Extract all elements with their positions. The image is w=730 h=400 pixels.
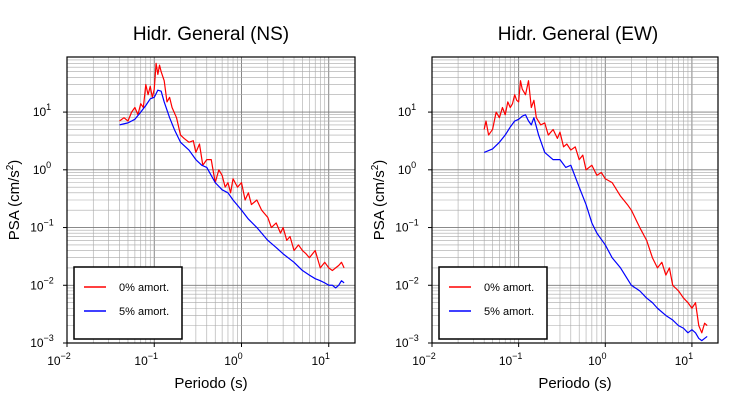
legend-box <box>73 266 183 340</box>
tick-exponent: −1 <box>44 218 54 228</box>
tick-exponent: −2 <box>409 275 419 285</box>
tick-base: 10 <box>33 163 47 177</box>
tick-base: 10 <box>395 336 409 350</box>
plot-frame <box>431 56 719 344</box>
tick-exponent: 1 <box>46 102 51 112</box>
x-tick-label: 10−1 <box>134 351 158 368</box>
tick-base: 10 <box>312 354 326 368</box>
tick-base: 10 <box>395 221 409 235</box>
x-tick-label: 100 <box>224 351 242 368</box>
series-line-undamped <box>483 80 708 334</box>
y-label-main: PSA (cm/s <box>6 170 23 240</box>
tick-base: 10 <box>30 336 44 350</box>
y-tick-label: 10−1 <box>395 218 419 235</box>
legend: 0% amort. 5% amort. <box>73 266 183 340</box>
x-tick-label: 101 <box>675 351 693 368</box>
x-axis-label: Periodo (s) <box>174 375 247 392</box>
y-tick-label: 10−3 <box>30 333 54 350</box>
tick-exponent: 0 <box>601 351 606 361</box>
y-label-superscript: 2 <box>5 164 16 170</box>
tick-exponent: −3 <box>44 333 54 343</box>
tick-exponent: −1 <box>148 351 158 361</box>
y-axis-label: PSA (cm/s2) <box>370 160 388 241</box>
x-axis-label: Periodo (s) <box>538 375 611 392</box>
tick-exponent: −1 <box>409 218 419 228</box>
y-tick-label: 101 <box>33 102 51 119</box>
legend-label-undamped: 0% amort. <box>119 282 169 294</box>
y-label-close: ) <box>371 160 388 165</box>
tick-base: 10 <box>588 354 602 368</box>
y-tick-label: 10−3 <box>395 333 419 350</box>
tick-base: 10 <box>224 354 238 368</box>
y-tick-label: 101 <box>398 102 416 119</box>
series-line-undamped <box>119 62 345 272</box>
tick-exponent: −2 <box>426 351 436 361</box>
x-tick-label: 10−2 <box>47 351 71 368</box>
x-tick-label: 10−2 <box>412 351 436 368</box>
y-tick-label: 10−2 <box>395 275 419 292</box>
tick-base: 10 <box>398 163 412 177</box>
x-tick-label: 100 <box>588 351 606 368</box>
tick-base: 10 <box>675 354 689 368</box>
chart-title: Hidr. General (EW) <box>498 24 658 45</box>
legend-box <box>438 266 548 340</box>
y-tick-label: 100 <box>33 160 51 177</box>
chart-title: Hidr. General (NS) <box>133 24 289 45</box>
legend-label-damped: 5% amort. <box>119 306 169 318</box>
series-line-damped <box>483 114 708 342</box>
tick-base: 10 <box>30 221 44 235</box>
tick-exponent: −3 <box>409 333 419 343</box>
tick-base: 10 <box>412 354 426 368</box>
y-tick-label: 10−1 <box>30 218 54 235</box>
tick-exponent: 1 <box>325 351 330 361</box>
tick-base: 10 <box>398 105 412 119</box>
tick-exponent: 0 <box>238 351 243 361</box>
tick-exponent: −1 <box>512 351 522 361</box>
legend-label-undamped: 0% amort. <box>484 282 534 294</box>
tick-exponent: 1 <box>688 351 693 361</box>
tick-exponent: 0 <box>411 160 416 170</box>
legend-label-damped: 5% amort. <box>484 306 534 318</box>
x-tick-label: 10−1 <box>499 351 523 368</box>
y-label-main: PSA (cm/s <box>371 170 388 240</box>
y-tick-label: 10−2 <box>30 275 54 292</box>
y-tick-label: 100 <box>398 160 416 177</box>
y-label-superscript: 2 <box>370 164 381 170</box>
tick-base: 10 <box>33 105 47 119</box>
tick-base: 10 <box>30 278 44 292</box>
tick-base: 10 <box>499 354 513 368</box>
tick-exponent: 1 <box>411 102 416 112</box>
legend: 0% amort. 5% amort. <box>438 266 548 340</box>
x-tick-label: 101 <box>312 351 330 368</box>
tick-exponent: 0 <box>46 160 51 170</box>
tick-base: 10 <box>395 278 409 292</box>
y-label-close: ) <box>6 160 23 165</box>
tick-exponent: −2 <box>61 351 71 361</box>
tick-exponent: −2 <box>44 275 54 285</box>
tick-base: 10 <box>47 354 61 368</box>
y-axis-label: PSA (cm/s2) <box>5 160 23 241</box>
series-line-damped <box>119 89 345 289</box>
tick-base: 10 <box>134 354 148 368</box>
plot-frame <box>66 56 356 344</box>
